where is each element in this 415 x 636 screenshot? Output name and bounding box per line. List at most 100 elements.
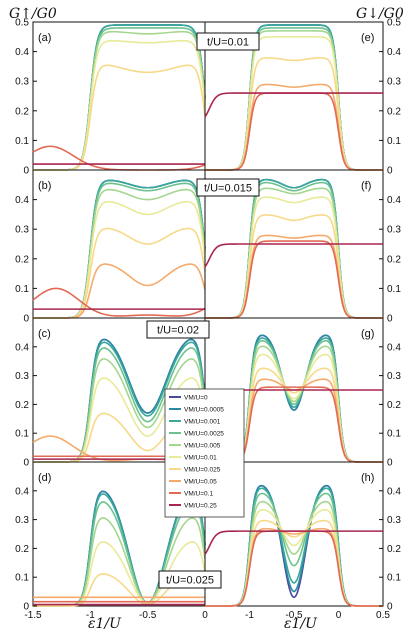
panel-frame [204, 461, 384, 607]
series-line [205, 234, 383, 319]
panel-a: (a) 0 0.1 0.2 0.3 0.4 0.5 [15, 18, 206, 177]
legend-entry: VM/U=0.0005 [184, 406, 224, 413]
series-line [33, 179, 206, 319]
ytick-label: 0.2 [387, 254, 401, 265]
ytick-label: 0.2 [15, 254, 29, 265]
series-line [205, 178, 383, 319]
hopping-label: t/U=0.025 [166, 575, 214, 587]
ytick-label: 0.1 [15, 136, 29, 147]
xtick-label: -1 [245, 610, 254, 621]
ytick-label: 0.5 [15, 18, 29, 29]
ylabel-right-text: G↓/G0 [356, 6, 404, 22]
hopping-box [196, 32, 260, 51]
panel-frame [32, 169, 206, 319]
ytick-label: 0 [387, 314, 393, 325]
series-line [33, 39, 206, 171]
ytick-label: 0.4 [15, 342, 29, 353]
legend-entry: VM/U=0.25 [184, 502, 217, 509]
series-line [205, 196, 383, 319]
xlabel-right: ε1/U [284, 616, 318, 632]
ytick-label: 0.3 [15, 225, 29, 236]
series-line [205, 36, 383, 171]
ytick-label: 0.1 [387, 136, 401, 147]
ytick-label: 0.5 [387, 18, 401, 29]
panel-b: (b) 0 0.1 0.2 0.3 0.4 [15, 169, 206, 325]
legend-entry: VM/U=0.001 [184, 418, 221, 425]
ytick-label: 0.4 [15, 47, 29, 58]
ytick-label: 0.1 [387, 284, 401, 295]
ytick-label: 0.4 [387, 195, 401, 206]
series-line [32, 145, 206, 171]
ytick-label: 0 [387, 602, 393, 613]
xtick-label: 0 [336, 610, 342, 621]
ytick-label: 0.3 [15, 371, 29, 382]
ytick-label: 0.4 [15, 195, 29, 206]
hopping-label: t/U=0.015 [204, 183, 252, 195]
ytick-label: 0.1 [387, 573, 401, 584]
ytick-label: 0.1 [387, 429, 401, 440]
ytick-label: 0.2 [387, 544, 401, 555]
xtick-label: -1.5 [24, 610, 42, 621]
ytick-label: 0.3 [15, 77, 29, 88]
legend-entry: VM/U=0.0025 [184, 430, 224, 437]
ytick-label: 0 [23, 602, 29, 613]
series-line [33, 64, 206, 171]
ytick-label: 0.4 [387, 47, 401, 58]
ytick-label: 0.3 [387, 371, 401, 382]
series-line [205, 30, 383, 171]
hopping-label: t/U=0.02 [157, 325, 199, 337]
xtick-label: 0.5 [376, 610, 390, 621]
xtick-label: -0.5 [285, 610, 303, 621]
series-line [205, 214, 383, 319]
ytick-label: 0.2 [387, 106, 401, 117]
legend-entry: VM/U=0.05 [184, 478, 217, 485]
series-line [205, 57, 383, 171]
panel-h: (h) 0 0.1 0.2 0.3 0.4 [204, 461, 401, 613]
series-line [33, 188, 206, 319]
series-line [33, 30, 206, 171]
series-line [205, 530, 383, 607]
ytick-label: 0.1 [15, 429, 29, 440]
series-line [205, 187, 383, 319]
series-line [33, 179, 206, 319]
series-line [205, 92, 383, 171]
ylabel-left: G↑/G0 [9, 6, 57, 22]
ylabel-right: G↓/G0 [356, 6, 404, 22]
ytick-label: 0.4 [15, 486, 29, 497]
hopping-box [196, 178, 260, 197]
legend-entry: VM/U=0.1 [184, 490, 213, 497]
series-line [33, 227, 206, 319]
ytick-label: 0.1 [15, 284, 29, 295]
ytick-label: 0.2 [387, 400, 401, 411]
panel-label: (g) [361, 328, 374, 340]
xtick-label: -1 [86, 610, 95, 621]
ytick-label: 0 [23, 314, 29, 325]
hopping-label: t/U=0.01 [207, 37, 249, 49]
hopping-box [158, 570, 222, 589]
series-line [204, 243, 383, 268]
ytick-label: 0.1 [15, 573, 29, 584]
legend-entry: VM/U=0.005 [184, 442, 221, 449]
x-ticks: -1.5 -1 -0.5 0 -1 -0.5 0 0.5 [24, 610, 390, 621]
ytick-label: 0 [387, 458, 393, 469]
panel-label: (a) [38, 32, 51, 44]
panel-e: (e) 0 0.1 0.2 0.3 0.4 0.5 [204, 18, 401, 177]
series-line [32, 287, 206, 317]
xtick-label: 0 [202, 610, 208, 621]
legend-entry: VM/U=0.025 [184, 466, 221, 473]
series-line [205, 240, 383, 319]
panel-label: (d) [38, 472, 51, 484]
ytick-label: 0 [387, 166, 393, 177]
ytick-label: 0.4 [387, 342, 401, 353]
ytick-label: 0.2 [15, 544, 29, 555]
series-line [205, 83, 383, 171]
ytick-label: 0.3 [15, 515, 29, 526]
xlabel-left: ε1/U [88, 616, 122, 632]
legend-entry: VM/U=0 [184, 394, 208, 401]
series-line [204, 92, 383, 118]
legend-box [164, 388, 245, 518]
xtick-label: -0.5 [139, 610, 157, 621]
ytick-label: 0.3 [387, 515, 401, 526]
series-line [205, 527, 383, 607]
